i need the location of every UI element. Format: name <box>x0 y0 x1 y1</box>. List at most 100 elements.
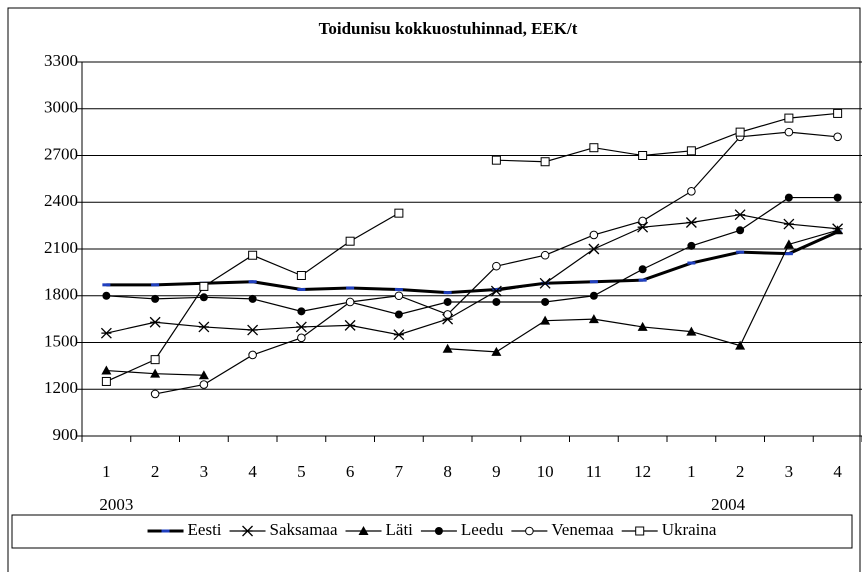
marker <box>588 243 600 255</box>
year-label: 2004 <box>711 495 746 514</box>
marker <box>734 209 746 221</box>
marker <box>589 230 599 240</box>
marker <box>443 310 452 319</box>
x-tick-label: 12 <box>634 462 651 481</box>
x-tick-label: 6 <box>346 462 355 481</box>
year-label: 2003 <box>99 495 133 514</box>
marker <box>297 307 306 316</box>
marker <box>686 326 697 336</box>
marker <box>358 526 369 535</box>
marker <box>736 226 745 235</box>
marker <box>150 389 160 399</box>
marker <box>150 355 160 365</box>
x-tick-label: 8 <box>443 462 452 481</box>
x-tick-label: 1 <box>102 462 111 481</box>
marker <box>833 108 843 118</box>
marker <box>297 333 306 343</box>
marker <box>784 193 793 202</box>
marker <box>638 265 647 274</box>
marker <box>394 291 404 301</box>
marker <box>492 261 501 271</box>
marker <box>490 285 502 297</box>
y-tick-label: 2700 <box>44 144 78 163</box>
marker <box>833 132 842 142</box>
marker <box>686 146 696 156</box>
marker <box>637 221 649 233</box>
marker <box>248 294 257 303</box>
y-tick-label: 900 <box>53 425 79 444</box>
y-tick-label: 3000 <box>44 98 78 117</box>
marker <box>199 380 209 389</box>
marker <box>101 376 111 386</box>
chart-frame <box>7 7 861 572</box>
marker <box>491 155 501 165</box>
x-tick-label: 11 <box>586 462 602 481</box>
marker <box>783 218 795 230</box>
x-tick-label: 4 <box>248 462 257 481</box>
marker <box>199 293 208 302</box>
marker <box>394 310 403 319</box>
x-tick-label: 2 <box>151 462 160 481</box>
marker <box>541 297 550 306</box>
marker <box>638 151 648 160</box>
marker <box>784 113 794 123</box>
marker <box>345 297 355 307</box>
x-tick-label: 3 <box>200 462 209 481</box>
y-tick-label: 2400 <box>44 191 78 210</box>
y-tick-label: 3300 <box>44 51 78 70</box>
x-tick-label: 5 <box>297 462 306 481</box>
marker <box>394 208 404 218</box>
marker <box>833 193 842 202</box>
marker <box>525 526 534 536</box>
marker <box>588 314 599 324</box>
series-line <box>106 196 838 316</box>
marker <box>589 143 599 153</box>
legend-label: Saksamaa <box>270 520 338 539</box>
marker <box>687 187 696 196</box>
marker <box>443 297 452 306</box>
x-tick-label: 2 <box>736 462 745 481</box>
marker <box>345 236 355 246</box>
marker <box>539 277 551 289</box>
marker <box>102 291 111 300</box>
legend-label: Venemaa <box>551 520 614 539</box>
marker <box>540 315 551 325</box>
y-tick-label: 1200 <box>44 378 78 397</box>
marker <box>491 346 502 356</box>
marker <box>685 217 697 228</box>
series-line <box>106 214 838 336</box>
y-tick-label: 2100 <box>44 238 78 257</box>
marker <box>248 250 258 260</box>
marker <box>589 291 598 300</box>
x-tick-label: 7 <box>395 462 404 481</box>
chart-title: Toidunisu kokkuostuhinnad, EEK/t <box>319 19 578 38</box>
y-tick-label: 1500 <box>44 331 78 350</box>
marker <box>832 225 843 235</box>
marker <box>393 329 405 341</box>
marker <box>637 321 648 331</box>
marker <box>149 316 161 328</box>
marker <box>100 327 112 339</box>
legend: Eesti Saksamaa Läti Leedu Venemaa Ukraina <box>147 520 717 539</box>
x-tick-label: 9 <box>492 462 501 481</box>
marker <box>442 343 453 353</box>
x-tick-label: 3 <box>785 462 794 481</box>
marker <box>247 324 259 336</box>
marker <box>735 340 746 350</box>
marker <box>783 239 794 249</box>
marker <box>635 526 645 536</box>
marker <box>344 319 356 331</box>
x-tick-label: 1 <box>687 462 696 481</box>
x-tick-label: 4 <box>833 462 842 481</box>
marker <box>638 216 647 226</box>
marker <box>101 365 112 375</box>
marker <box>198 370 209 380</box>
marker <box>492 297 501 306</box>
x-tick-label: 10 <box>537 462 554 481</box>
y-tick-label: 1800 <box>44 285 78 304</box>
marker <box>151 294 160 303</box>
marker <box>242 525 253 537</box>
marker <box>295 321 307 333</box>
legend-label: Leedu <box>461 520 504 539</box>
